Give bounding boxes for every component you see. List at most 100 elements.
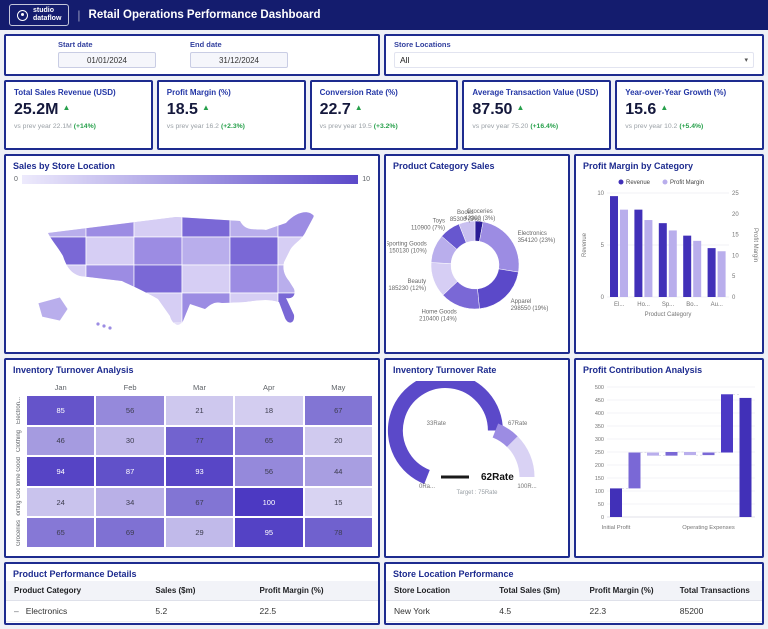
- column-header[interactable]: Product Category: [6, 581, 148, 601]
- profit-margin-bar[interactable]: [644, 220, 653, 297]
- category-sales-donut-chart[interactable]: Groceries 42300 (3%) Electronics 354120 (23…: [387, 173, 567, 345]
- state-region[interactable]: [313, 209, 344, 238]
- alaska-region[interactable]: [37, 296, 69, 322]
- store-locations-select[interactable]: All ▾: [394, 52, 754, 68]
- column-header[interactable]: Total Transactions: [671, 581, 762, 601]
- column-header[interactable]: Store Location: [386, 581, 492, 601]
- heatmap-cell[interactable]: 46: [27, 426, 95, 456]
- heatmap-cell[interactable]: 20: [304, 426, 372, 456]
- donut-slice-electronics[interactable]: [479, 221, 520, 273]
- heatmap-cell[interactable]: 21: [165, 396, 234, 425]
- heatmap-cell[interactable]: 77: [165, 426, 234, 456]
- waterfall-bar[interactable]: [684, 452, 696, 456]
- filter-row: Start date 01/01/2024 End date 31/12/202…: [4, 34, 764, 76]
- svg-text:100: 100: [595, 489, 604, 495]
- waterfall-bar[interactable]: [665, 452, 678, 456]
- state-region[interactable]: [277, 264, 314, 294]
- heatmap-cell[interactable]: 56: [235, 457, 303, 486]
- heatmap-cell[interactable]: 78: [304, 518, 372, 547]
- table-row[interactable]: – Electronics 5.2 22.5: [6, 600, 378, 622]
- heatmap-cell[interactable]: 18: [235, 396, 303, 425]
- revenue-bar[interactable]: [658, 223, 667, 297]
- hawaii-region[interactable]: [108, 326, 112, 330]
- profit-margin-bar[interactable]: [717, 251, 726, 297]
- state-region[interactable]: [181, 264, 231, 294]
- revenue-bar[interactable]: [707, 248, 716, 297]
- waterfall-bar[interactable]: [610, 488, 622, 517]
- profit-margin-combo-chart[interactable]: 0 5 10 0 5 10 15 20 25 El... Ho... Sp... Bo... Au... P…: [577, 173, 761, 345]
- waterfall-bar[interactable]: [647, 452, 659, 456]
- state-region[interactable]: [133, 264, 183, 294]
- heatmap-cell[interactable]: 29: [165, 518, 234, 547]
- heatmap-cell[interactable]: 95: [235, 518, 303, 547]
- column-header[interactable]: Sales ($m): [147, 581, 252, 601]
- state-region[interactable]: [181, 292, 231, 324]
- studio-dataflow-logo[interactable]: studio dataflow: [9, 3, 70, 27]
- state-region[interactable]: [277, 209, 314, 238]
- heatmap-cell[interactable]: 94: [27, 457, 95, 486]
- waterfall-bar[interactable]: [702, 452, 715, 456]
- inventory-heatmap[interactable]: Jan Feb Mar Apr May Electron... 85 56 21 18 67 Clot…: [12, 380, 372, 547]
- column-header[interactable]: Profit Margin (%): [581, 581, 672, 601]
- heatmap-cell[interactable]: 34: [96, 487, 164, 517]
- column-header[interactable]: Total Sales ($m): [491, 581, 582, 601]
- turnover-rate-gauge[interactable]: 0Ra... 33Rate 67Rate 100R...62Rate Target : …: [387, 381, 567, 541]
- revenue-bar[interactable]: [683, 235, 692, 297]
- heatmap-cell[interactable]: 67: [304, 396, 372, 425]
- heatmap-cell[interactable]: 85: [27, 396, 95, 425]
- heatmap-cell[interactable]: 56: [96, 396, 164, 425]
- state-region[interactable]: [133, 292, 183, 324]
- start-date-input[interactable]: 01/01/2024: [58, 52, 156, 68]
- heatmap-cell[interactable]: 65: [235, 426, 303, 456]
- state-region[interactable]: [133, 209, 183, 238]
- state-region[interactable]: [38, 209, 87, 238]
- heatmap-cell[interactable]: 30: [96, 426, 164, 456]
- state-region[interactable]: [313, 292, 344, 324]
- heatmap-cell[interactable]: 65: [27, 518, 95, 547]
- state-region[interactable]: [85, 209, 135, 238]
- end-date-input[interactable]: 31/12/2024: [190, 52, 288, 68]
- us-choropleth-map[interactable]: [8, 185, 376, 333]
- state-region[interactable]: [313, 264, 344, 294]
- heatmap-cell[interactable]: 87: [96, 457, 164, 486]
- state-region[interactable]: [277, 236, 314, 266]
- heatmap-cell[interactable]: 15: [304, 487, 372, 517]
- table-row[interactable]: New York 4.5 22.3 85200: [386, 600, 762, 622]
- state-region[interactable]: [38, 264, 87, 294]
- state-region[interactable]: [313, 236, 344, 266]
- heatmap-cell[interactable]: 24: [27, 487, 95, 517]
- waterfall-bar[interactable]: [739, 397, 752, 517]
- revenue-bar[interactable]: [634, 209, 643, 297]
- state-region[interactable]: [229, 209, 279, 238]
- state-region[interactable]: [229, 236, 279, 266]
- state-region[interactable]: [85, 292, 135, 324]
- store-locations-value: All: [400, 55, 410, 65]
- state-region[interactable]: [38, 236, 87, 266]
- profit-margin-bar[interactable]: [693, 240, 702, 297]
- state-region[interactable]: [181, 209, 231, 238]
- state-region[interactable]: [85, 264, 135, 294]
- donut-slice-books[interactable]: [458, 220, 476, 243]
- state-region[interactable]: [277, 292, 314, 324]
- state-region[interactable]: [181, 236, 231, 266]
- waterfall-bar[interactable]: [721, 394, 733, 453]
- heatmap-cell[interactable]: 69: [96, 518, 164, 547]
- hawaii-region[interactable]: [96, 322, 100, 326]
- profit-margin-bar[interactable]: [620, 209, 628, 297]
- state-region[interactable]: [229, 292, 279, 324]
- state-region[interactable]: [85, 236, 135, 266]
- heatmap-cell[interactable]: 44: [304, 457, 372, 486]
- expand-toggle[interactable]: –: [14, 606, 19, 616]
- column-header[interactable]: Profit Margin (%): [251, 581, 378, 601]
- profit-margin-bar[interactable]: [668, 230, 677, 297]
- heatmap-cell[interactable]: 93: [165, 457, 234, 486]
- profit-waterfall-chart[interactable]: 0 50 100 150 200 250 300 350 400 450 500 Initial Pr…: [577, 377, 761, 549]
- state-region[interactable]: [229, 264, 279, 294]
- state-region[interactable]: [133, 236, 183, 266]
- heatmap-cell[interactable]: 67: [165, 487, 234, 517]
- hawaii-region[interactable]: [102, 324, 106, 328]
- chevron-down-icon[interactable]: ▾: [744, 57, 748, 64]
- heatmap-cell[interactable]: 100: [235, 487, 303, 517]
- revenue-bar[interactable]: [610, 196, 618, 297]
- waterfall-bar[interactable]: [628, 452, 641, 489]
